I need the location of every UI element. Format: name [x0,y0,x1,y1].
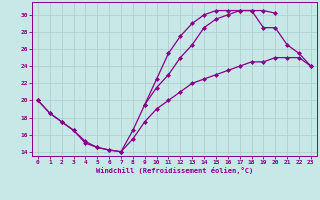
X-axis label: Windchill (Refroidissement éolien,°C): Windchill (Refroidissement éolien,°C) [96,167,253,174]
